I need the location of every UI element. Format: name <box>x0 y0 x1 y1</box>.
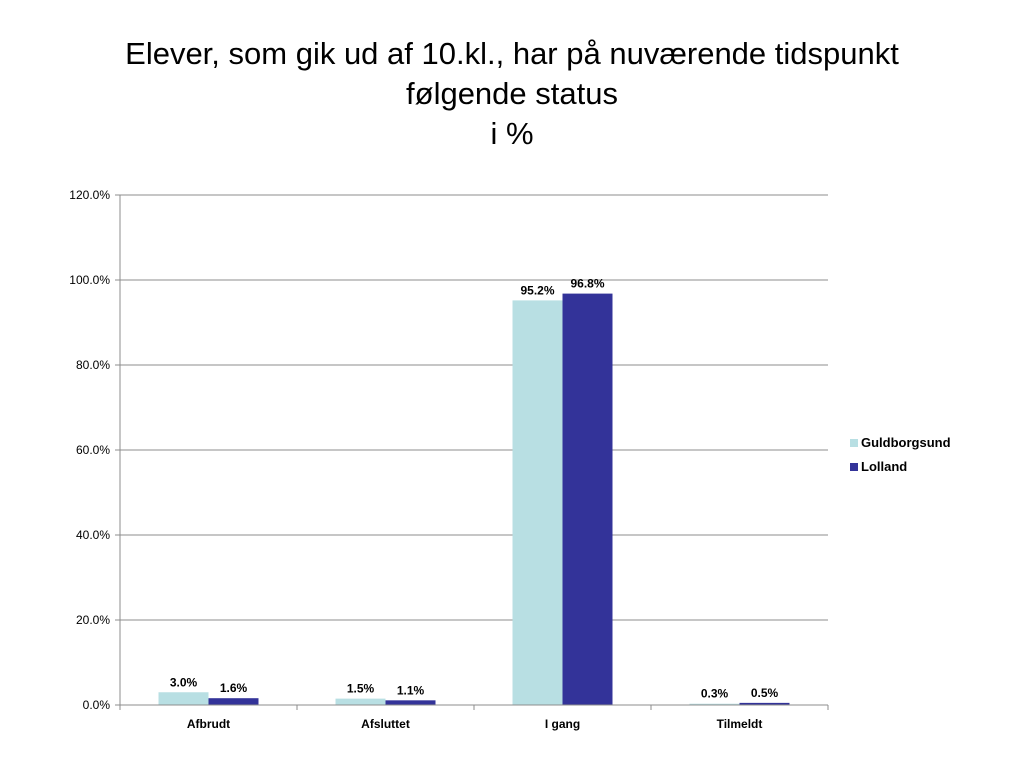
bar <box>335 698 386 705</box>
bar <box>689 703 740 705</box>
bar <box>385 700 436 705</box>
legend: Guldborgsund Lolland <box>850 435 951 474</box>
chart-title: Elever, som gik ud af 10.kl., har på nuv… <box>0 34 1024 154</box>
bar <box>158 692 209 705</box>
y-tick-label: 100.0% <box>69 273 110 287</box>
data-label: 96.8% <box>570 277 604 291</box>
legend-swatch <box>850 439 858 447</box>
y-tick-label: 80.0% <box>76 358 110 372</box>
axes: 0.0% 20.0% 40.0% 60.0% 80.0% 100.0% 120.0% Afbr… <box>69 188 829 731</box>
data-label: 1.1% <box>397 683 425 697</box>
y-tick-label: 120.0% <box>69 188 110 202</box>
y-tick-label: 40.0% <box>76 528 110 542</box>
bars <box>158 293 790 705</box>
chart-title-line-1: Elever, som gik ud af 10.kl., har på nuv… <box>125 36 899 71</box>
data-label: 1.5% <box>347 682 375 696</box>
data-labels: 3.0% 1.5% 95.2% 0.3% 1.6% 1.1% 96.8% 0.5% <box>170 277 779 701</box>
data-label: 0.5% <box>751 686 779 700</box>
bar <box>512 300 563 705</box>
x-category-label: Afbrudt <box>187 717 230 731</box>
legend-label: Guldborgsund <box>861 435 951 450</box>
data-label: 1.6% <box>220 681 248 695</box>
y-tick-label: 0.0% <box>83 698 111 712</box>
gridlines <box>120 194 828 621</box>
x-category-label: Tilmeldt <box>717 717 763 731</box>
bar <box>208 698 259 705</box>
y-tick-label: 20.0% <box>76 613 110 627</box>
legend-label: Lolland <box>861 459 907 474</box>
data-label: 0.3% <box>701 687 729 701</box>
chart-title-line-2: følgende status <box>406 76 618 111</box>
y-tick-label: 60.0% <box>76 443 110 457</box>
x-category-label: Afsluttet <box>361 717 410 731</box>
data-label: 95.2% <box>520 283 554 297</box>
bar <box>562 293 613 705</box>
data-label: 3.0% <box>170 675 198 689</box>
legend-swatch <box>850 463 858 471</box>
chart-title-line-3: i % <box>490 116 534 151</box>
x-category-label: I gang <box>545 717 580 731</box>
bar <box>739 702 790 705</box>
